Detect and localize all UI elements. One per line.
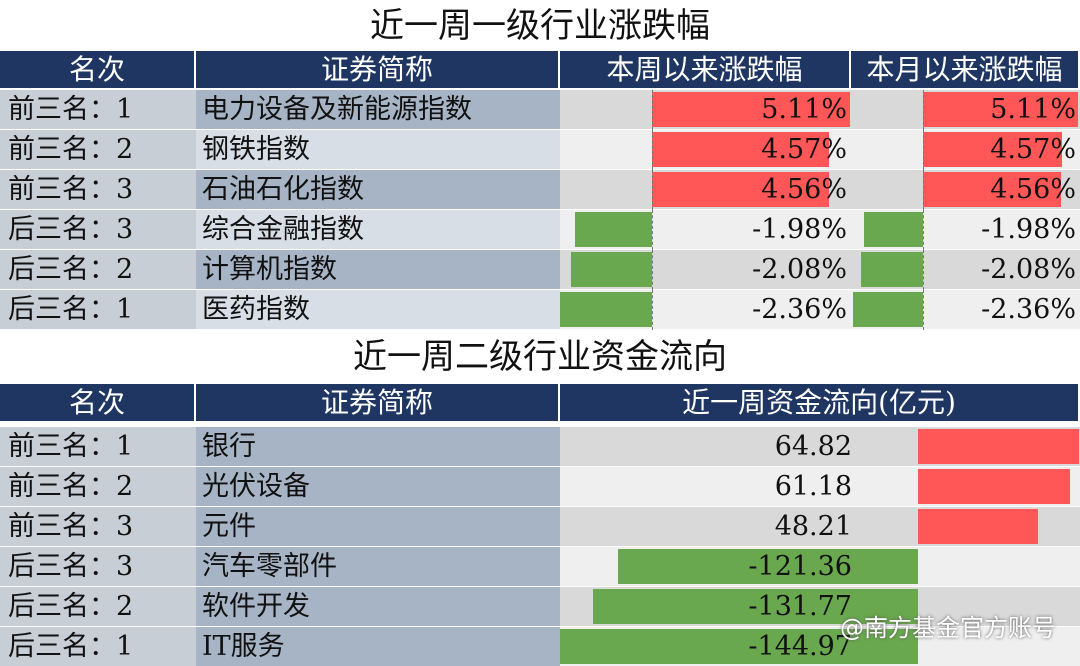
table1-zero-axis bbox=[923, 210, 924, 250]
table1-rank: 后三名：1 bbox=[0, 290, 196, 329]
table1-value-label: 4.57% bbox=[761, 134, 847, 165]
table1-name: 计算机指数 bbox=[196, 250, 560, 289]
table1-header-2: 本周以来涨跌幅 bbox=[560, 51, 851, 88]
table2-name: 汽车零部件 bbox=[196, 547, 560, 586]
table1-zero-axis bbox=[923, 130, 924, 170]
table1-rank: 前三名：2 bbox=[0, 130, 196, 169]
table2-value-label: -121.36 bbox=[748, 551, 852, 582]
table2-rank: 后三名：3 bbox=[0, 547, 196, 586]
table1-name: 医药指数 bbox=[196, 290, 560, 329]
table1-rank: 后三名：3 bbox=[0, 210, 196, 249]
table1-bar bbox=[853, 292, 923, 327]
table2-value-label: -144.97 bbox=[748, 631, 852, 662]
table2-bar bbox=[918, 469, 1070, 504]
table1-bar bbox=[923, 92, 1078, 127]
table1-header-0: 名次 bbox=[0, 51, 196, 88]
table2-bar bbox=[918, 429, 1079, 464]
table1-value-label: -2.08% bbox=[981, 254, 1076, 285]
table1-rank: 前三名：1 bbox=[0, 90, 196, 129]
table2-value-label: 61.18 bbox=[774, 471, 852, 502]
table2-header-2: 近一周资金流向(亿元) bbox=[560, 384, 1080, 421]
table1-bar bbox=[652, 172, 829, 207]
table1-bar bbox=[923, 172, 1062, 207]
table2-name: 光伏设备 bbox=[196, 467, 560, 506]
table2-bar bbox=[618, 549, 918, 584]
table1-value-label: 5.11% bbox=[990, 94, 1076, 125]
table1-bar bbox=[574, 212, 652, 247]
table2-bar bbox=[918, 509, 1038, 544]
table2-value-label: 64.82 bbox=[774, 431, 852, 462]
table1-zero-axis bbox=[923, 170, 924, 210]
table1-zero-axis bbox=[652, 170, 653, 210]
table1-zero-axis bbox=[652, 90, 653, 130]
table1-value-label: 4.56% bbox=[761, 174, 847, 205]
table2-header-0: 名次 bbox=[0, 384, 196, 421]
table2-name: 元件 bbox=[196, 507, 560, 546]
table1-rank: 后三名：2 bbox=[0, 250, 196, 289]
table1-value-label: -2.08% bbox=[752, 254, 847, 285]
table1-rank: 前三名：3 bbox=[0, 170, 196, 209]
table2-title: 近一周二级行业资金流向 bbox=[353, 337, 727, 377]
table1-name: 电力设备及新能源指数 bbox=[196, 90, 560, 129]
table1-zero-axis bbox=[923, 250, 924, 290]
table1-zero-axis bbox=[652, 290, 653, 330]
table2-rank: 前三名：3 bbox=[0, 507, 196, 546]
table1-value-label: 5.11% bbox=[761, 94, 847, 125]
table1-zero-axis bbox=[652, 210, 653, 250]
table1-title: 近一周一级行业涨跌幅 bbox=[370, 6, 710, 46]
table1-bar bbox=[560, 292, 652, 327]
table2-value-label: 48.21 bbox=[774, 511, 852, 542]
table1-header-3: 本月以来涨跌幅 bbox=[851, 51, 1080, 88]
table1-name: 综合金融指数 bbox=[196, 210, 560, 249]
table1-zero-axis bbox=[652, 250, 653, 290]
table1-name: 钢铁指数 bbox=[196, 130, 560, 169]
table1-header-1: 证券简称 bbox=[196, 51, 560, 88]
table2-name: IT服务 bbox=[196, 627, 560, 666]
table2-value-label: -131.77 bbox=[748, 591, 852, 622]
table1-value-label: -1.98% bbox=[752, 214, 847, 245]
table1-value-label: -1.98% bbox=[981, 214, 1076, 245]
table1-value-label: 4.57% bbox=[990, 134, 1076, 165]
table1-bar bbox=[861, 252, 923, 287]
table2-rank: 后三名：2 bbox=[0, 587, 196, 626]
table2-name: 软件开发 bbox=[196, 587, 560, 626]
table2-bar bbox=[560, 629, 918, 664]
table1-value-label: -2.36% bbox=[981, 294, 1076, 325]
table1-bar bbox=[652, 132, 830, 167]
table1-zero-axis bbox=[923, 290, 924, 330]
table1-bar bbox=[864, 212, 923, 247]
table1-zero-axis bbox=[652, 130, 653, 170]
table1-name: 石油石化指数 bbox=[196, 170, 560, 209]
table1-bar bbox=[570, 252, 652, 287]
table2-header-1: 证券简称 bbox=[196, 384, 560, 421]
table2-name: 银行 bbox=[196, 427, 560, 466]
table2-bar bbox=[592, 589, 918, 624]
table1-bar bbox=[652, 92, 850, 127]
watermark: @南方基金官方账号 bbox=[840, 614, 1056, 642]
table2-rank: 后三名：1 bbox=[0, 627, 196, 666]
table2-rank: 前三名：1 bbox=[0, 427, 196, 466]
table2-rank: 前三名：2 bbox=[0, 467, 196, 506]
table1-bar bbox=[923, 132, 1062, 167]
table1-value-label: 4.56% bbox=[990, 174, 1076, 205]
table1-zero-axis bbox=[923, 90, 924, 130]
table1-value-label: -2.36% bbox=[752, 294, 847, 325]
